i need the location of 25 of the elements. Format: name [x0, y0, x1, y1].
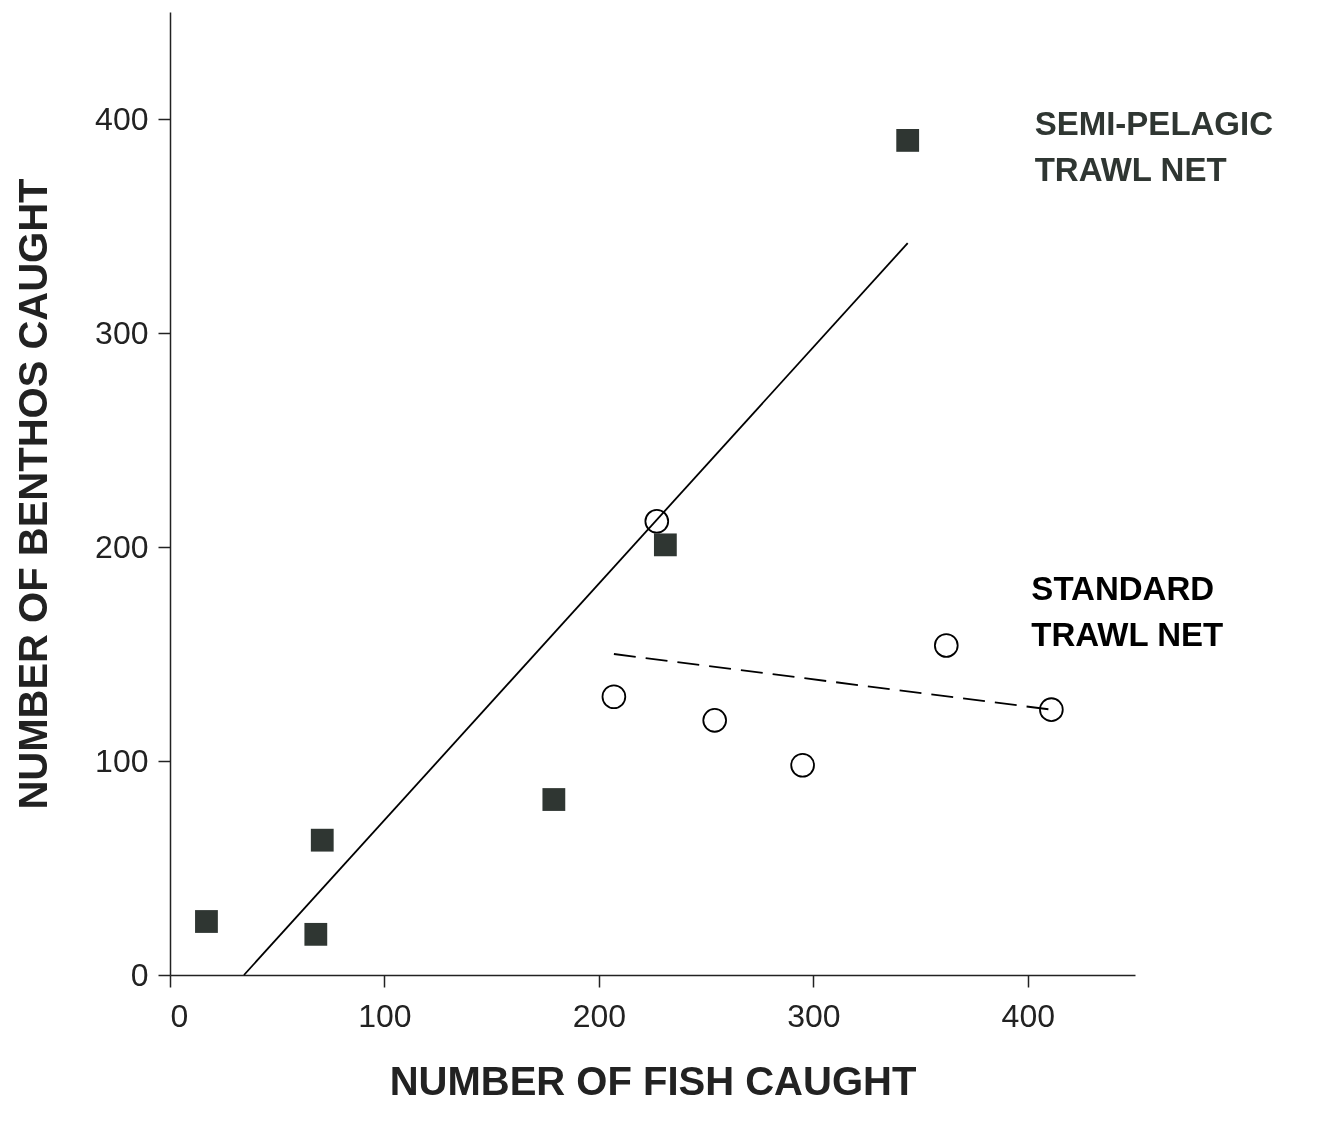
y-tick-label: 300 — [95, 314, 149, 351]
series-label: STANDARD TRAWL NET — [1031, 569, 1224, 653]
point — [1039, 697, 1064, 722]
point — [790, 753, 815, 778]
x-tick-label: 400 — [1001, 997, 1055, 1034]
point — [310, 828, 334, 852]
x-tick-label: 200 — [572, 997, 627, 1034]
y-tick-label: 200 — [95, 528, 149, 565]
y-tick-label: 100 — [95, 742, 149, 779]
y-axis-title: NUMBER OF BENTHOS CAUGHT — [11, 178, 56, 810]
y-tick-label: 0 — [130, 956, 149, 993]
point — [542, 788, 566, 811]
text: SEMI-PELAGIC TRAWL NET — [1034, 105, 1274, 189]
point — [601, 684, 627, 710]
x-tick-label: 0 — [170, 997, 189, 1034]
point — [195, 910, 218, 933]
point — [304, 922, 328, 946]
x-tick-label: 100 — [358, 997, 412, 1034]
point — [896, 129, 920, 152]
y-tick-label: 400 — [95, 100, 149, 137]
x-tick-label: 300 — [787, 997, 841, 1034]
point — [653, 533, 677, 557]
point — [702, 708, 727, 733]
point — [933, 633, 959, 658]
x-axis-title: NUMBER OF FISH CAUGHT — [389, 1058, 917, 1103]
